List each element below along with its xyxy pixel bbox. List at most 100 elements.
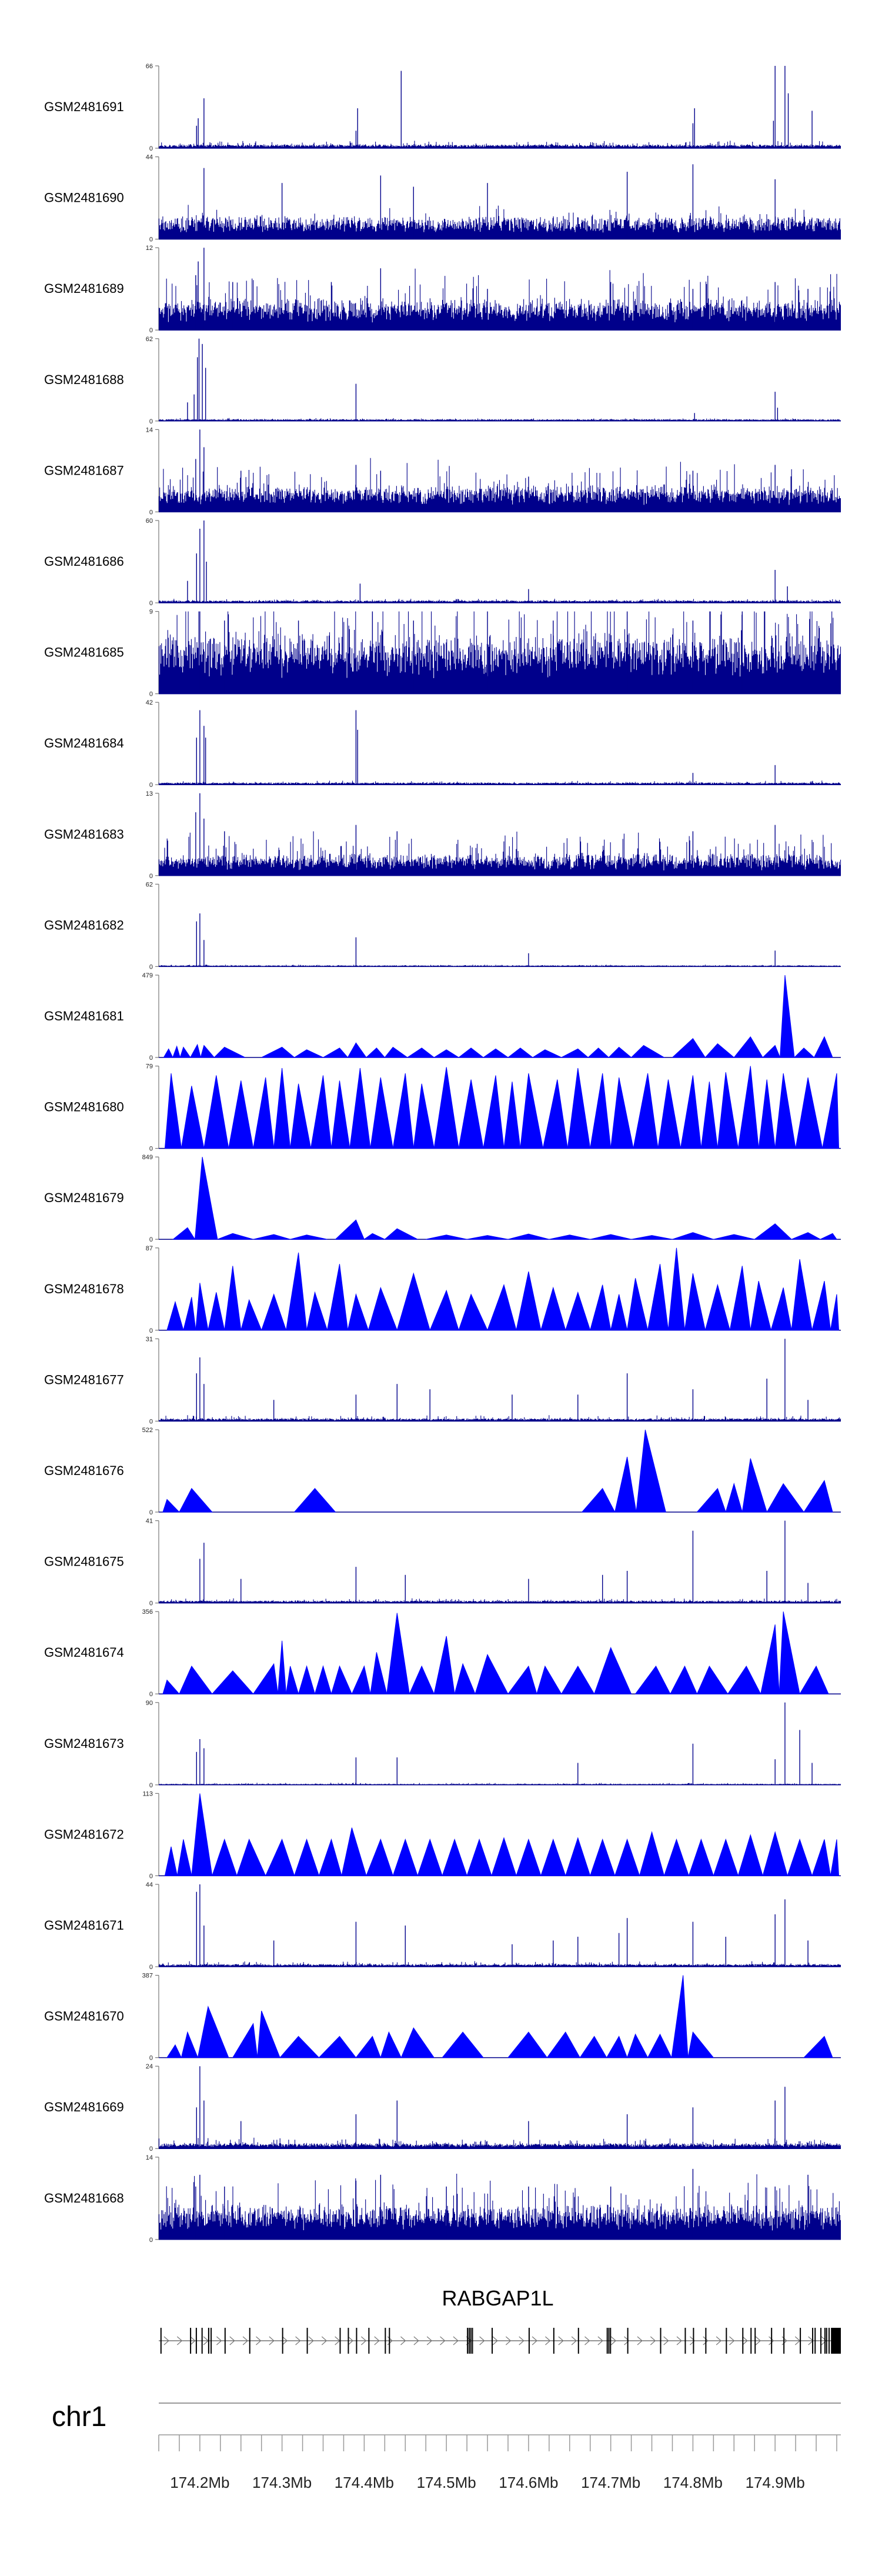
coverage-peak [750,1280,771,1331]
strand-chevron [650,2336,656,2345]
coverage-peak [368,1286,398,1331]
coverage-peak [318,1838,342,1876]
y-tick-label-max: 79 [146,1063,153,1070]
track-GSM2481684: GSM2481684 42 0 [44,699,841,789]
y-tick-label-zero: 0 [149,1509,153,1516]
coverage-peak [780,975,795,1058]
coverage-peak [753,1223,793,1240]
coverage-peak [290,1234,328,1240]
coverage-peak [758,1079,776,1149]
y-tick-label-zero: 0 [149,782,153,789]
track-label: GSM2481686 [44,554,124,569]
track-label: GSM2481685 [44,645,124,660]
coverage-peak [454,1663,476,1694]
coverage-peak [322,1047,349,1058]
coverage-peak [670,1665,698,1694]
coverage-peak [717,1072,739,1149]
coverage-bars [158,2137,841,2149]
coverage-peak [520,1073,544,1149]
track-label: GSM2481688 [44,372,124,387]
coverage-peak [549,1234,590,1240]
x-tick-label: 174.4Mb [335,2474,394,2491]
coverage-peak [540,1286,566,1331]
track-GSM2481670: GSM2481670 387 0 [44,1973,841,2062]
y-tick-label-zero: 0 [149,509,153,516]
coverage-peak [737,1066,759,1149]
coverage-peak [787,1838,813,1876]
gene-exon [339,2328,341,2354]
strand-chevron [571,2336,577,2345]
coverage-peak [565,1291,591,1331]
gene-exon [492,2328,493,2354]
track-label: GSM2481680 [44,1100,124,1115]
y-tick-label-max: 387 [142,1973,153,1980]
coverage-peak [166,2044,182,2058]
coverage-peak [383,1228,418,1240]
y-tick-label-max: 479 [142,972,153,979]
gene-exon [306,2328,308,2354]
coverage-peak [803,1480,833,1513]
coverage-peak [560,1666,595,1694]
gene-exon [389,2328,390,2354]
coverage-peak [647,1264,669,1331]
coverage-peak [803,2036,833,2058]
coverage-peak [365,1047,386,1058]
y-tick-label-max: 9 [149,609,153,616]
strand-chevron [282,2336,288,2345]
coverage-peak [417,1838,443,1876]
coverage-peak [314,1665,332,1694]
coverage-peak [181,1086,205,1149]
track-label: GSM2481672 [44,1827,124,1841]
coverage-bars [158,1961,841,1967]
track-GSM2481690: GSM2481690 44 0 [44,154,841,243]
coverage-peak [636,1429,666,1513]
track-GSM2481668: GSM2481668 14 0 [44,2154,841,2244]
gene-exon [750,2328,752,2354]
coverage-peak [396,1272,430,1331]
y-tick-label-max: 522 [142,1427,153,1434]
y-tick-label-zero: 0 [149,873,153,880]
gene-exon [826,2328,827,2354]
coverage-peak [166,1300,184,1331]
track-GSM2481677: GSM2481677 31 0 [44,1336,841,1425]
y-tick-label-max: 14 [146,426,153,433]
track-GSM2481685: GSM2481685 9 0 [44,609,841,698]
coverage-peak [217,1233,253,1240]
coverage-peak [631,1235,673,1240]
coverage-peak [590,1838,616,1876]
track-GSM2481674: GSM2481674 356 0 [44,1609,841,1698]
coverage-peak [671,1038,706,1058]
coverage-peak [341,1827,367,1876]
y-tick-label-zero: 0 [149,327,153,334]
gene-exon [812,2328,814,2354]
track-GSM2481675: GSM2481675 41 0 [44,1518,841,1607]
coverage-peak [770,1287,792,1331]
coverage-peak [293,1488,336,1513]
coverage-peak [466,1838,492,1876]
coverage-peak [791,1232,821,1240]
strand-chevron [242,2336,249,2345]
coverage-peak [647,2033,672,2058]
coverage-peak [729,1266,751,1331]
y-tick-label-zero: 0 [149,2055,153,2062]
coverage-peak [211,1670,254,1694]
coverage-peak [791,1259,813,1331]
coverage-peak [318,2036,357,2058]
x-tick-label: 174.2Mb [170,2474,229,2491]
coverage-peak [830,1839,840,1876]
y-tick-label-max: 44 [146,1881,153,1888]
coverage-peak [542,1079,568,1149]
coverage-peak [696,1487,727,1513]
coverage-peak [546,2031,581,2058]
coverage-peak [429,1289,459,1331]
gene-exon [610,2328,612,2354]
coverage-bars [158,458,841,512]
gene-exon [660,2328,662,2354]
strand-chevron [716,2336,722,2345]
coverage-peak [195,1283,209,1331]
track-label: GSM2481681 [44,1009,124,1023]
y-tick-label-zero: 0 [149,2145,153,2153]
gene-exon [800,2328,801,2354]
coverage-peak [162,1679,181,1694]
coverage-peak [793,1047,815,1058]
